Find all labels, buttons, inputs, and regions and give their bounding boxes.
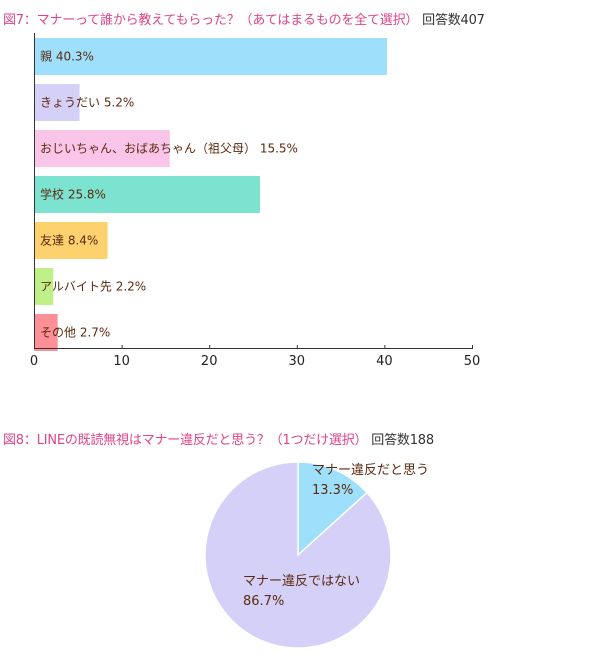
bar-chart-title-text: 図7：マナーって誰から教えてもらった？（あてはまるものを全て選択） — [3, 13, 419, 28]
bar-label-4: 学校 25.8% — [40, 187, 106, 202]
bar-label-3: おじいちゃん、おばあちゃん（祖父母） 15.5% — [40, 141, 298, 156]
pie-slice-2 — [204, 461, 392, 649]
bar-label-1: 親 40.3% — [40, 50, 94, 64]
pie-slice-label-1: マナー違反だと思う — [312, 463, 429, 478]
x-tick-label: 50 — [464, 354, 481, 369]
bar-label-6: アルバイト先 2.2% — [40, 280, 146, 294]
bar-chart-response-count: 回答数407 — [422, 13, 485, 28]
pie-chart-title-text: 図8：LINEの既読無視はマナー違反だと思う？（1つだけ選択） — [3, 433, 368, 448]
pie-slice-1 — [297, 461, 369, 557]
bar-1 — [34, 38, 388, 75]
x-tick-label: 0 — [30, 354, 38, 369]
bar-label-7: その他 2.7% — [40, 326, 110, 340]
x-tick-label: 20 — [201, 354, 218, 369]
bar-chart-title: 図7：マナーって誰から教えてもらった？（あてはまるものを全て選択） 回答数407 — [3, 9, 485, 28]
bar-7 — [34, 314, 58, 351]
bar-chart: 親 40.3% きょうだい 5.2% おじいちゃん、おばあちゃん（祖父母） 15.5… — [30, 33, 480, 369]
bar-label-5: 友達 8.4% — [40, 234, 98, 248]
bar-3 — [34, 130, 170, 167]
pie-slice-value-2: 86.7% — [243, 594, 284, 609]
bar-4 — [34, 176, 261, 213]
bar-5 — [34, 222, 108, 259]
bar-label-2: きょうだい 5.2% — [40, 96, 134, 110]
bar-2 — [34, 84, 80, 121]
pie-chart-response-count: 回答数188 — [371, 433, 434, 448]
bar-6 — [34, 268, 54, 305]
x-tick-label: 10 — [113, 354, 130, 369]
pie-chart: マナー違反だと思う 13.3% マナー違反ではない 86.7% — [204, 461, 429, 649]
pie-chart-title: 図8：LINEの既読無視はマナー違反だと思う？（1つだけ選択） 回答数188 — [3, 429, 434, 448]
x-tick-label: 40 — [376, 354, 393, 369]
pie-slice-value-1: 13.3% — [312, 483, 353, 498]
x-tick-label: 30 — [289, 354, 306, 369]
pie-slice-label-2: マナー違反ではない — [243, 574, 360, 589]
